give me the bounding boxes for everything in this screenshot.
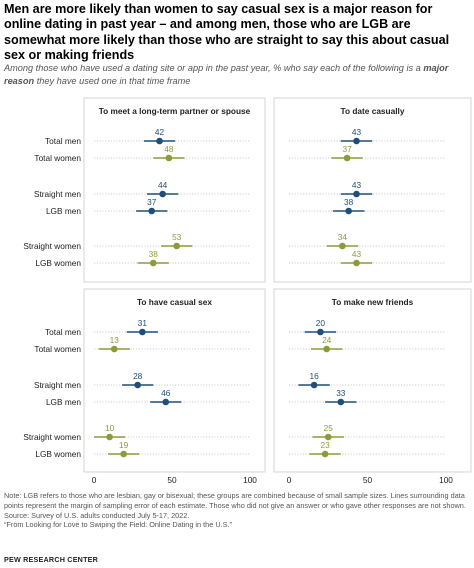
data-label: 37 xyxy=(147,197,157,207)
x-tick-label: 50 xyxy=(167,475,177,485)
category-label: LGB women xyxy=(35,449,81,459)
footer-report: “From Looking for Love to Swiping the Fi… xyxy=(4,520,232,530)
category-label: Total women xyxy=(34,344,81,354)
data-label: 43 xyxy=(352,127,362,137)
data-label: 31 xyxy=(138,318,148,328)
panel-title: To have casual sex xyxy=(137,297,212,307)
data-label: 28 xyxy=(133,371,143,381)
footer-note: Note: LGB refers to those who are lesbia… xyxy=(4,491,466,510)
data-point xyxy=(353,190,360,198)
panel-title: To meet a long-term partner or spouse xyxy=(99,106,251,116)
data-label: 42 xyxy=(155,127,165,137)
category-label: LGB women xyxy=(35,258,81,268)
data-label: 16 xyxy=(310,371,320,381)
data-point xyxy=(317,328,324,336)
subtitle-emphasis: major reason xyxy=(4,63,449,86)
category-label: Total men xyxy=(45,327,81,337)
panel-4: To make new friends 20 24 16 33 25 23 0 50 100 xyxy=(273,288,472,485)
data-label: 25 xyxy=(324,423,334,433)
data-point xyxy=(120,450,127,458)
data-point xyxy=(165,154,173,162)
data-point xyxy=(162,398,170,406)
data-point xyxy=(321,450,329,458)
panel-border xyxy=(83,288,266,473)
data-label: 38 xyxy=(344,197,354,207)
data-point xyxy=(324,433,332,441)
pew-logo-text: PEW RESEARCH CENTER xyxy=(4,555,99,564)
data-point xyxy=(323,345,330,353)
data-point xyxy=(339,242,346,250)
data-point xyxy=(149,259,157,267)
panel-title: To make new friends xyxy=(332,297,414,307)
chart-subtitle: Among those who have used a dating site … xyxy=(4,62,470,87)
data-label: 23 xyxy=(320,440,330,450)
x-tick-label: 0 xyxy=(287,475,292,485)
category-label: Straight men xyxy=(34,380,81,390)
x-tick-label: 100 xyxy=(439,475,453,485)
data-point xyxy=(148,207,156,215)
data-point xyxy=(337,398,345,406)
category-label: Straight women xyxy=(23,241,81,251)
data-point xyxy=(353,137,360,145)
panel-title: To date casually xyxy=(341,106,405,116)
data-label: 19 xyxy=(119,440,129,450)
panel-border xyxy=(83,97,266,283)
data-point xyxy=(345,207,352,215)
data-point xyxy=(353,259,360,267)
data-point xyxy=(310,381,318,389)
data-point xyxy=(106,433,113,441)
data-label: 37 xyxy=(342,144,352,154)
x-tick-label: 0 xyxy=(92,475,97,485)
data-label: 10 xyxy=(105,423,115,433)
data-point xyxy=(343,154,351,162)
category-label: LGB men xyxy=(46,397,81,407)
chart-footer: Note: LGB refers to those who are lesbia… xyxy=(4,491,470,530)
category-label: LGB men xyxy=(46,206,81,216)
data-point xyxy=(110,345,118,353)
data-point xyxy=(156,137,163,145)
data-label: 43 xyxy=(352,249,362,259)
data-label: 43 xyxy=(352,180,362,190)
data-label: 44 xyxy=(158,180,168,190)
panel-3: To have casual sex Total men 31 Total women… xyxy=(23,288,266,485)
data-label: 20 xyxy=(316,318,326,328)
data-point xyxy=(159,190,166,198)
category-label: Total men xyxy=(45,136,81,146)
x-tick-label: 100 xyxy=(243,475,257,485)
data-point xyxy=(139,328,146,336)
data-label: 53 xyxy=(172,232,182,242)
chart-title: Men are more likely than women to say ca… xyxy=(4,2,450,63)
data-label: 48 xyxy=(164,144,174,154)
data-label: 34 xyxy=(338,232,348,242)
category-label: Straight men xyxy=(34,189,81,199)
data-label: 24 xyxy=(322,335,332,345)
x-tick-label: 50 xyxy=(363,475,373,485)
data-point xyxy=(134,381,141,389)
data-label: 46 xyxy=(161,388,171,398)
category-label: Straight women xyxy=(23,432,81,442)
data-label: 13 xyxy=(110,335,120,345)
panel-border xyxy=(273,97,472,283)
panel-border xyxy=(273,288,472,473)
data-label: 33 xyxy=(336,388,346,398)
data-label: 38 xyxy=(149,249,159,259)
category-label: Total women xyxy=(34,153,81,163)
panel-1: To meet a long-term partner or spouse Tot… xyxy=(23,97,266,283)
data-point xyxy=(173,242,180,250)
subtitle-text-end: they have used one in that time frame xyxy=(34,75,191,86)
footer-source: Source: Survey of U.S. adults conducted … xyxy=(4,510,190,520)
subtitle-text-start: Among those who have used a dating site … xyxy=(4,63,424,73)
